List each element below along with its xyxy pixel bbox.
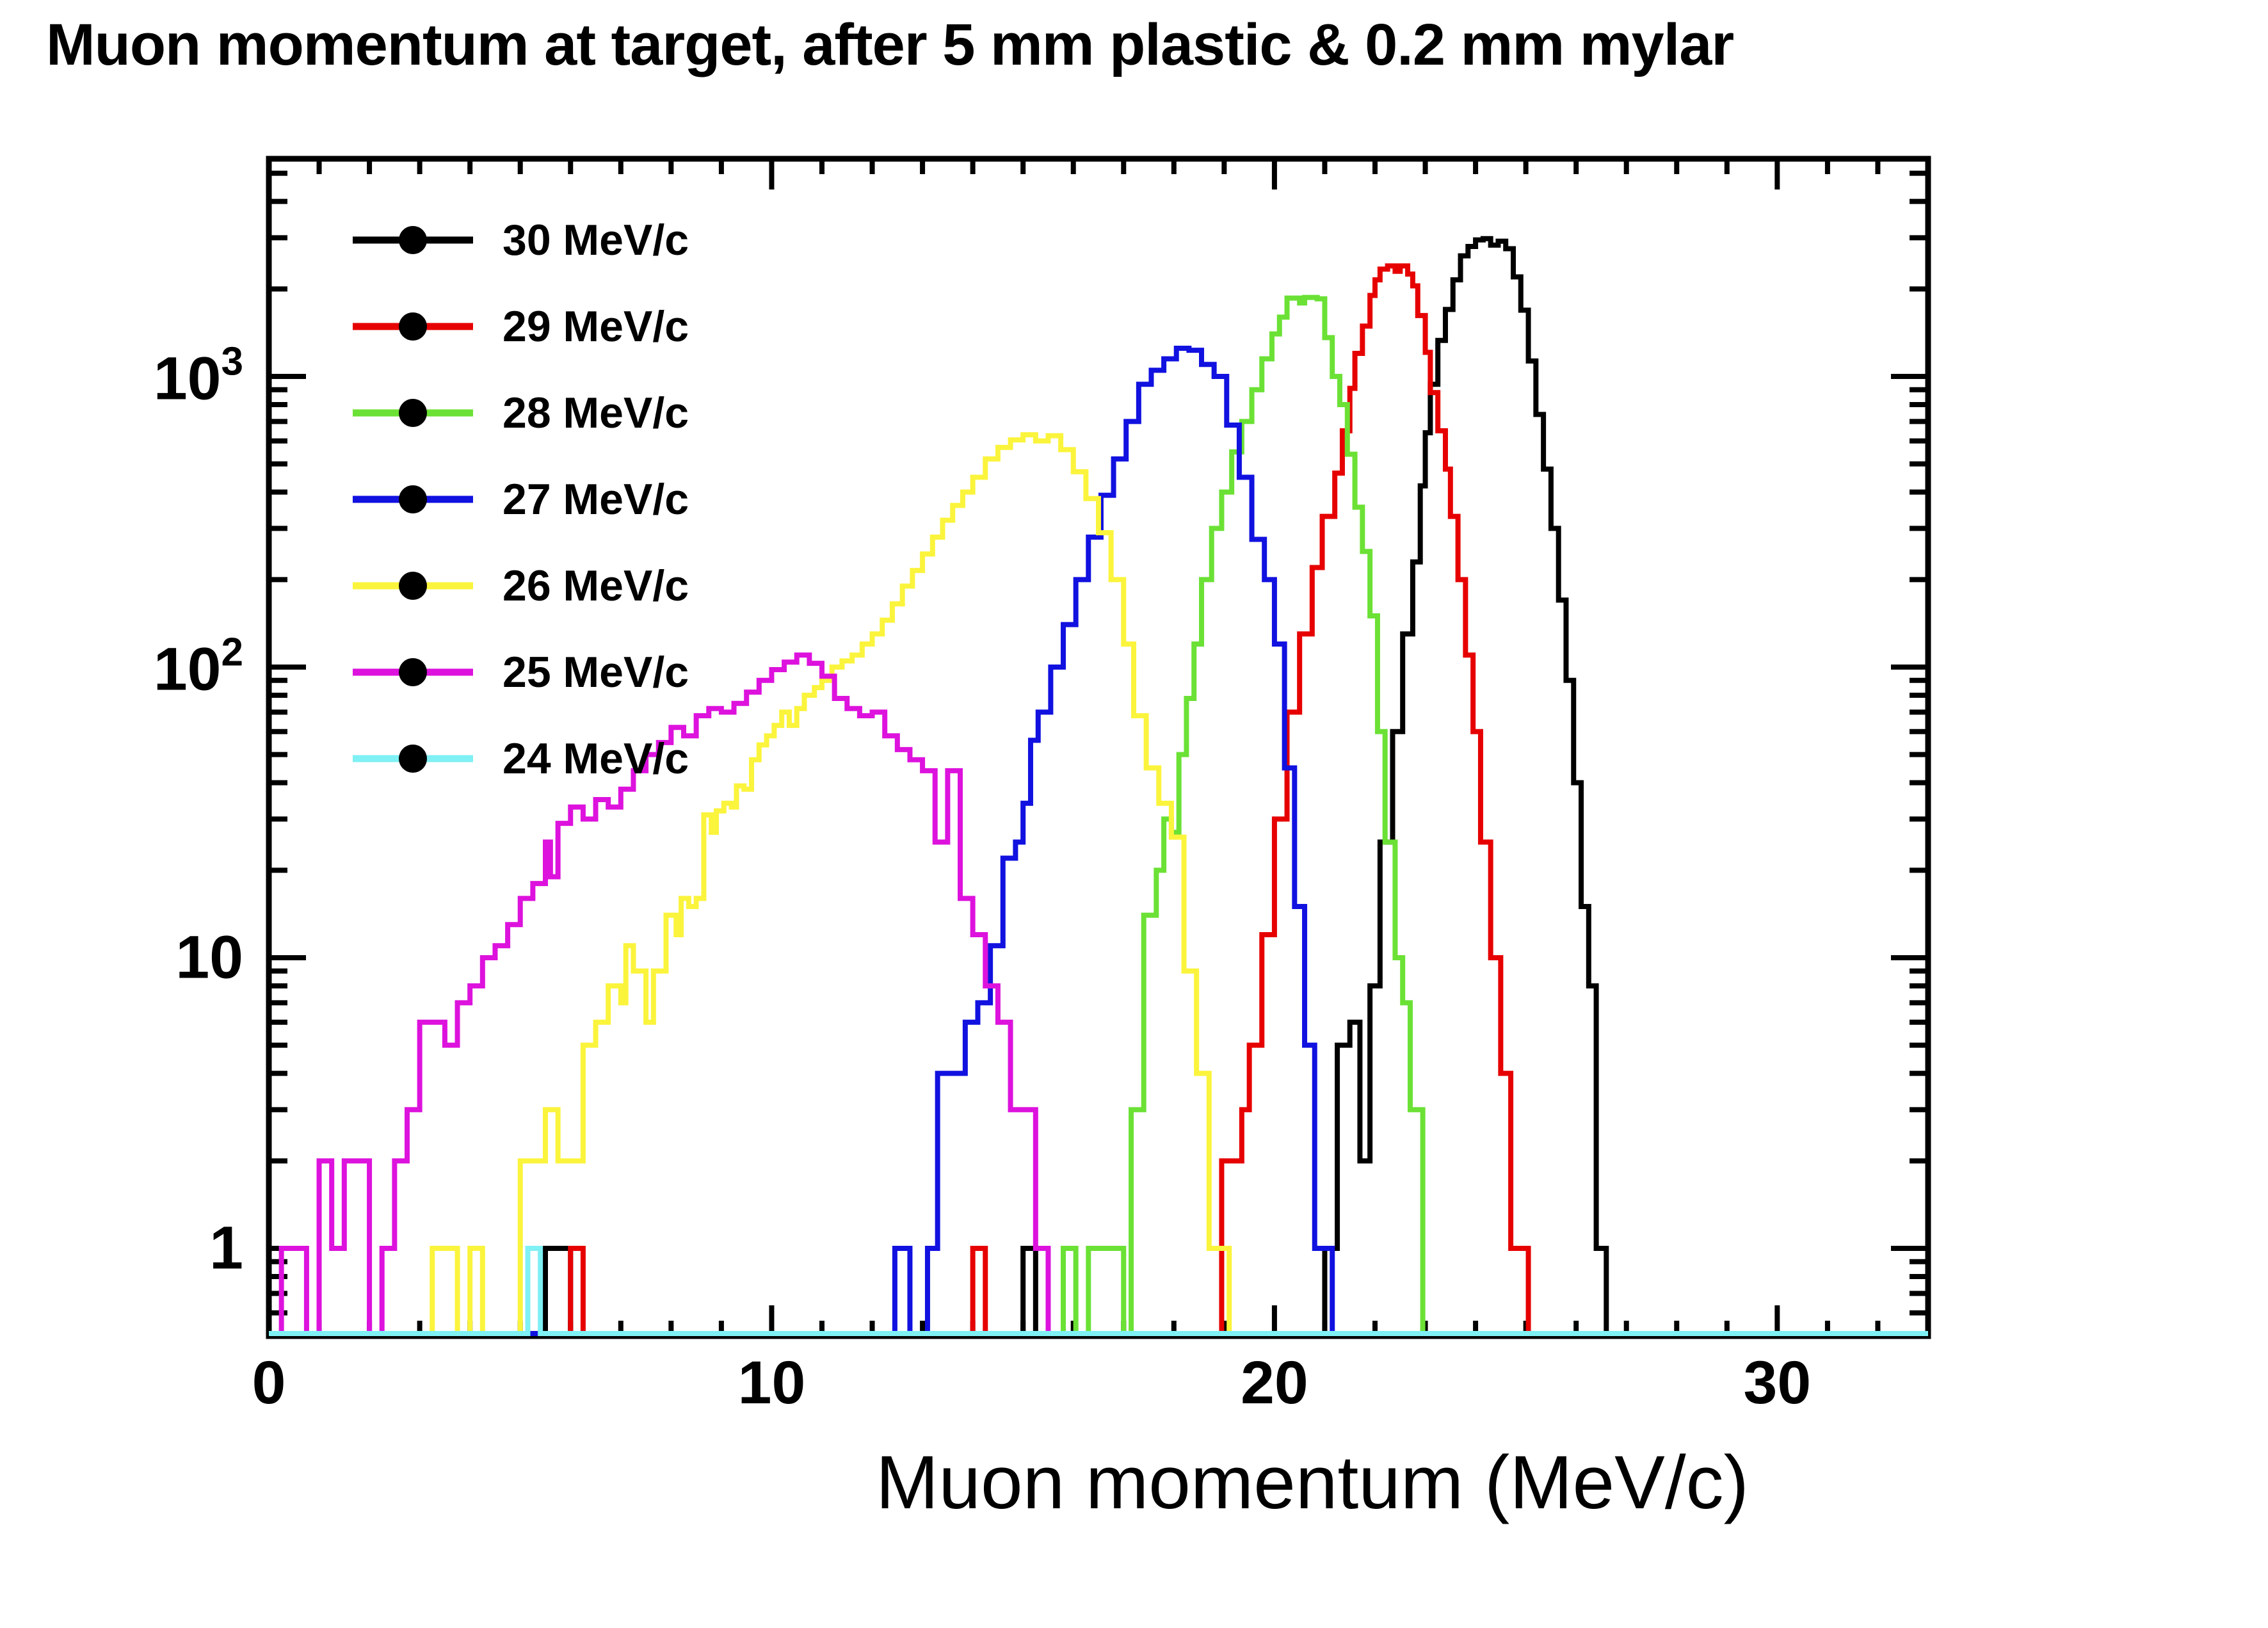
legend-marker-icon	[353, 745, 473, 773]
histogram-curve-25mevc	[269, 652, 1928, 1336]
y-tick-label-100: 102	[153, 630, 243, 704]
legend-marker-icon	[353, 485, 473, 513]
histogram-curve-24mevc	[269, 1246, 1928, 1336]
legend-item-27mevc: 27 MeV/c	[349, 469, 689, 530]
legend-marker-icon	[353, 226, 473, 254]
legend-marker-icon	[353, 312, 473, 341]
legend-item-25mevc: 25 MeV/c	[349, 641, 689, 703]
y-tick-label-1000: 103	[153, 339, 243, 413]
x-tick-label-10: 10	[737, 1349, 806, 1417]
histogram-curve-29mevc	[269, 263, 1928, 1336]
legend-marker-icon	[353, 658, 473, 686]
y-tick-label-10: 10	[175, 923, 243, 992]
legend-label: 29 MeV/c	[503, 302, 689, 351]
legend-label: 26 MeV/c	[503, 561, 689, 610]
legend-label: 24 MeV/c	[503, 734, 689, 783]
legend-item-30mevc: 30 MeV/c	[349, 209, 689, 271]
plot-title: Muon momentum at target, after 5 mm plas…	[46, 12, 1734, 77]
legend-item-28mevc: 28 MeV/c	[349, 382, 689, 444]
histogram-curve-28mevc	[269, 294, 1928, 1336]
legend-marker-icon	[353, 572, 473, 600]
x-axis-title: Muon momentum (MeV/c)	[876, 1440, 1749, 1525]
legend-marker-icon	[353, 399, 473, 427]
legend-label: 28 MeV/c	[503, 389, 689, 437]
x-tick-label-20: 20	[1241, 1349, 1308, 1417]
legend-item-29mevc: 29 MeV/c	[349, 296, 689, 357]
legend-label: 25 MeV/c	[503, 648, 689, 697]
x-tick-label-0: 0	[252, 1349, 286, 1417]
histogram-curve-30mevc	[269, 236, 1928, 1336]
x-tick-label-30: 30	[1743, 1349, 1812, 1417]
legend-label: 27 MeV/c	[503, 475, 689, 524]
y-tick-label-1: 1	[209, 1214, 243, 1282]
legend-label: 30 MeV/c	[503, 216, 689, 264]
histogram-curve-26mevc	[269, 432, 1928, 1336]
histogram-curve-27mevc	[269, 346, 1928, 1336]
legend-item-26mevc: 26 MeV/c	[349, 555, 689, 617]
legend-item-24mevc: 24 MeV/c	[349, 728, 689, 789]
